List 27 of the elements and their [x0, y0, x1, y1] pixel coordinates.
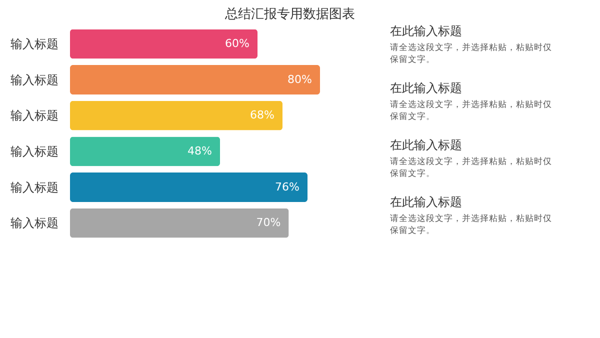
bar [70, 65, 320, 94]
text: 请全选这段文字，并选择粘贴，粘贴时仅保留文字。 [390, 156, 552, 179]
text: 在此输入标题 [390, 138, 462, 152]
text: 请全选这段文字，并选择粘贴，粘贴时仅保留文字。 [390, 42, 552, 65]
bar [70, 136, 220, 166]
text: 请全选这段文字，并选择粘贴，粘贴时仅保留文字。 [390, 213, 552, 236]
data-label: 60% [225, 36, 250, 50]
y-tick-label: 输入标题 [10, 144, 58, 158]
text: 请全选这段文字，并选择粘贴，粘贴时仅保留文字。 [390, 99, 552, 122]
text: 在此输入标题 [390, 81, 462, 95]
chart-title: 总结汇报专用数据图表 [224, 7, 355, 22]
text: 在此输入标题 [390, 195, 462, 209]
y-tick-label: 输入标题 [10, 72, 58, 87]
bar [70, 100, 282, 130]
y-tick-label: 输入标题 [10, 36, 58, 51]
bar [70, 208, 289, 238]
data-label: 48% [188, 144, 212, 158]
text: 在此输入标题 [390, 24, 462, 38]
y-tick-label: 输入标题 [10, 108, 58, 123]
y-tick-label: 输入标题 [10, 180, 58, 194]
data-label: 68% [250, 108, 274, 122]
y-tick-label: 输入标题 [10, 216, 58, 230]
data-label: 70% [256, 216, 281, 230]
bar [70, 29, 258, 59]
bar [70, 172, 308, 202]
data-label: 80% [288, 72, 312, 86]
data-label: 76% [275, 180, 300, 194]
